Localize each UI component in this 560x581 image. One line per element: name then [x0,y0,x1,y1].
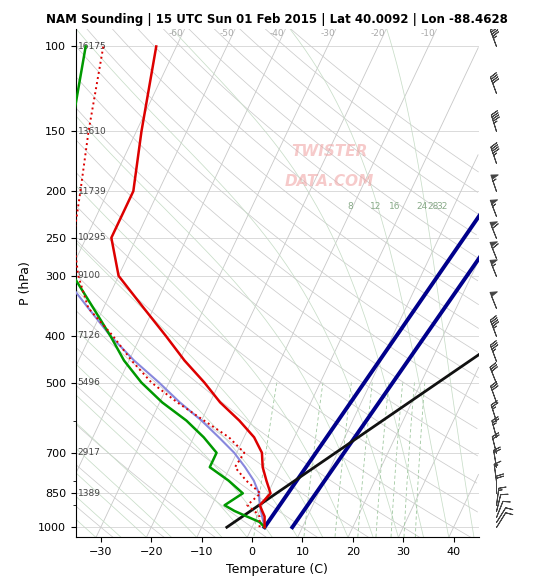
Text: 9100: 9100 [78,271,101,281]
Text: -40: -40 [270,29,284,38]
Text: 16175: 16175 [78,42,106,51]
Text: 11739: 11739 [78,187,106,196]
Text: 2917: 2917 [78,449,100,457]
Text: -10: -10 [421,29,436,38]
Text: 5496: 5496 [78,378,100,387]
X-axis label: Temperature (C): Temperature (C) [226,563,328,576]
Text: TWISTER: TWISTER [291,144,368,159]
Text: 10295: 10295 [78,234,106,242]
Text: 32: 32 [437,202,448,211]
Text: 24: 24 [417,202,428,211]
Text: 1389: 1389 [78,489,101,498]
Text: 16: 16 [389,202,400,211]
Text: DATA.COM: DATA.COM [285,174,374,189]
Text: -20: -20 [371,29,385,38]
Text: 13610: 13610 [78,127,106,135]
Text: -50: -50 [220,29,234,38]
Text: 8: 8 [347,202,353,211]
Y-axis label: P (hPa): P (hPa) [20,261,32,305]
Text: 7126: 7126 [78,331,100,340]
Text: 12: 12 [370,202,381,211]
Title: NAM Sounding | 15 UTC Sun 01 Feb 2015 | Lat 40.0092 | Lon -88.4628: NAM Sounding | 15 UTC Sun 01 Feb 2015 | … [46,13,508,27]
Text: -60: -60 [169,29,184,38]
Text: -30: -30 [320,29,335,38]
Text: 28: 28 [427,202,438,211]
